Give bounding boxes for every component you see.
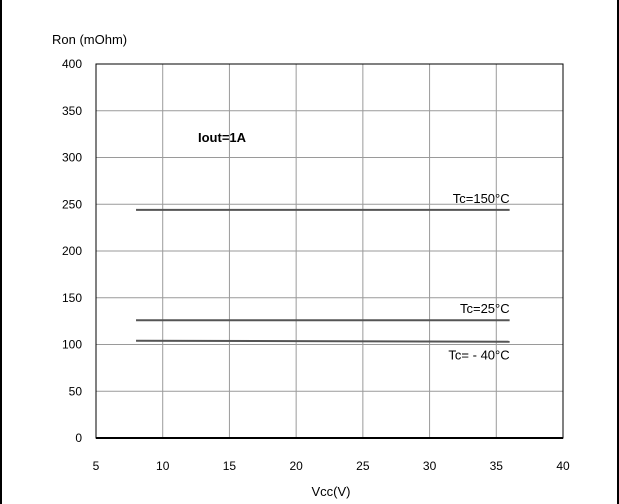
x-tick-label: 35 — [490, 459, 504, 473]
x-tick-label: 15 — [223, 459, 237, 473]
series-labels: Tc=150°C Tc=25°C Tc= - 40°C — [448, 191, 509, 363]
y-tick-label: 0 — [75, 431, 82, 445]
condition-annotation: Iout=1A — [198, 130, 247, 145]
series-label: Tc= - 40°C — [448, 348, 509, 363]
x-tick-label: 10 — [156, 459, 170, 473]
x-axis-title: Vcc(V) — [312, 484, 351, 499]
x-tick-label: 5 — [93, 459, 100, 473]
series-lines — [136, 208, 510, 343]
series-line — [136, 339, 510, 343]
x-tick-label: 40 — [556, 459, 570, 473]
y-tick-label: 50 — [69, 384, 83, 398]
x-tick-label: 20 — [289, 459, 303, 473]
y-tick-label: 150 — [62, 291, 82, 305]
y-tick-label: 100 — [62, 338, 82, 352]
y-tick-label: 350 — [62, 104, 82, 118]
series-label: Tc=150°C — [453, 191, 510, 206]
y-tick-label: 400 — [62, 57, 82, 71]
y-axis-title: Ron (mOhm) — [52, 32, 127, 47]
y-tick-label: 200 — [62, 244, 82, 258]
grid — [96, 64, 563, 438]
x-tick-label: 25 — [356, 459, 370, 473]
x-tick-label: 30 — [423, 459, 437, 473]
series-label: Tc=25°C — [460, 301, 510, 316]
y-tick-label: 300 — [62, 151, 82, 165]
y-tick-label: 250 — [62, 197, 82, 211]
